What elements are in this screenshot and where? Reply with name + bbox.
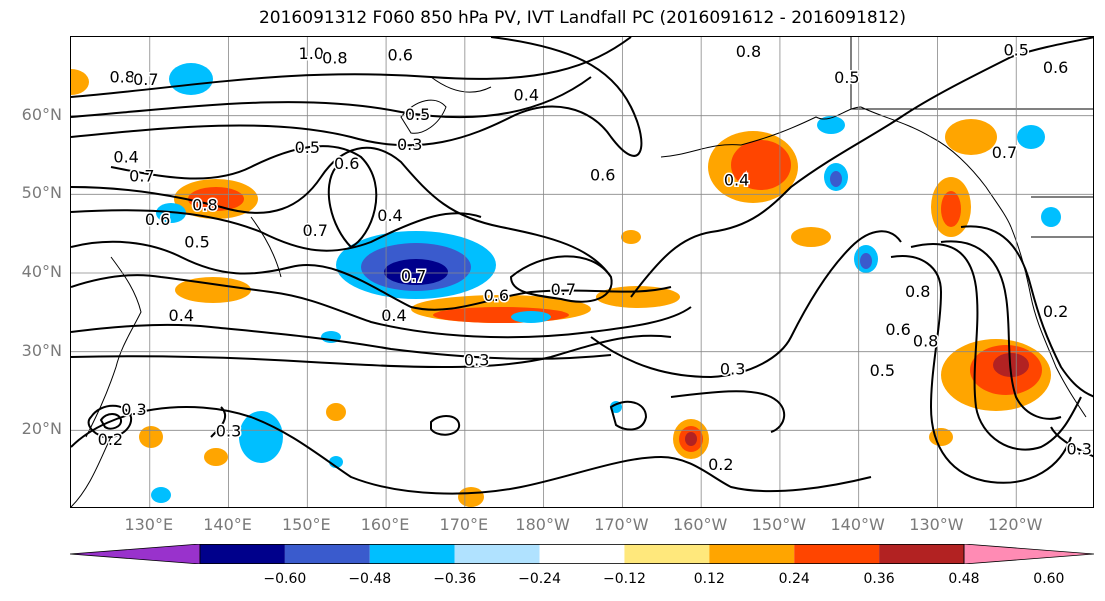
contour-label: 0.7 [302, 221, 327, 240]
contour-label: 0.7 [401, 266, 426, 285]
contour-label: 0.3 [397, 135, 422, 154]
contour-label: 0.3 [121, 400, 146, 419]
colorbar-segment [539, 544, 625, 564]
contour-label: 0.3 [216, 421, 241, 440]
contour-label: 0.3 [1067, 440, 1092, 459]
colorbar-tick-label: −0.48 [348, 571, 392, 587]
colorbar-segment [709, 544, 795, 564]
coastlines-layer [71, 37, 1093, 507]
longitude-label: 140°W [830, 515, 885, 534]
contour-label: 0.7 [129, 167, 154, 186]
contour-label: 0.5 [295, 138, 320, 157]
contour-label: 0.2 [98, 430, 123, 449]
contour-label: 0.7 [551, 280, 576, 299]
colorbar-tick-label: 0.36 [863, 571, 895, 587]
contour-label: 0.4 [381, 306, 406, 325]
longitude-label: 130°E [124, 515, 174, 534]
contour-label: 0.3 [720, 359, 745, 378]
contour-label: 0.6 [145, 210, 170, 229]
contour-label: 0.4 [724, 170, 749, 189]
contour-label: 0.8 [905, 282, 930, 301]
colorbar-tick-label: −0.12 [602, 571, 646, 587]
colorbar-tick-label: 0.12 [693, 571, 725, 587]
contour-label: 0.4 [113, 148, 138, 167]
latitude-label: 40°N [21, 262, 62, 281]
longitude-label: 160°E [360, 515, 410, 534]
contour-label: 0.4 [169, 306, 194, 325]
colorbar-tick-label: −0.36 [433, 571, 477, 587]
longitude-label: 180°W [515, 515, 570, 534]
colorbar-extend-low [70, 544, 201, 564]
map-title: 2016091312 F060 850 hPa PV, IVT Landfall… [258, 8, 906, 28]
contour-label: 0.6 [885, 320, 910, 339]
colorbar [70, 544, 1094, 564]
contour-label: 0.4 [514, 86, 539, 105]
contour-label: 0.7 [133, 70, 158, 89]
colorbar-segment [369, 544, 455, 564]
latitude-label: 60°N [21, 104, 62, 124]
colorbar-segment [284, 544, 370, 564]
contour-label: 0.8 [109, 67, 134, 86]
contour-label: 0.4 [377, 206, 402, 225]
contour-label: 1.0 [299, 44, 324, 63]
pv-contours-layer [71, 37, 1093, 495]
contour-label: 0.6 [484, 286, 509, 305]
contour-label: 0.5 [184, 233, 209, 252]
latitude-label: 20°N [21, 419, 62, 439]
colorbar-extend-high [963, 544, 1094, 564]
longitude-label: 140°E [203, 515, 252, 534]
contour-label: 0.7 [992, 143, 1017, 162]
contour-label: 0.8 [913, 332, 938, 351]
contour-label: 0.6 [388, 45, 413, 64]
colorbar-tick-label: −0.24 [518, 571, 561, 587]
map-canvas: 1.00.8 0.60.80.70.8 0.50.60.50.40.50.30.50… [71, 37, 1093, 507]
contour-label: 0.2 [1043, 302, 1068, 321]
colorbar-segment [454, 544, 540, 564]
colorbar-tick-label: −0.60 [263, 571, 307, 587]
contour-label: 0.8 [192, 196, 217, 215]
contour-label: 0.8 [322, 49, 347, 68]
contour-label: 0.6 [1043, 58, 1068, 77]
longitude-label: 130°W [909, 515, 964, 534]
contour-labels-layer: 1.00.8 0.60.80.70.8 0.50.60.50.40.50.30.50… [96, 39, 1093, 476]
longitude-label: 170°E [439, 515, 489, 534]
colorbar-segment [200, 544, 285, 564]
colorbar-tick-label: 0.24 [778, 571, 810, 587]
contour-label: 0.6 [334, 154, 359, 173]
contour-label: 0.5 [870, 361, 895, 380]
longitude-label: 150°E [281, 515, 331, 534]
colorbar-segment [624, 544, 710, 564]
longitude-label: 160°W [672, 515, 728, 534]
map-panel[interactable]: 1.0 0.8 0.6 0.8 0.7 0.8 0.5 0.6 0.5 0.4 0.5 0.3 0.5 0… [70, 36, 1094, 508]
contour-label: 0.5 [405, 105, 430, 124]
contour-label: 0.8 [736, 42, 761, 61]
latitude-label: 30°N [21, 340, 62, 360]
colorbar-segment [794, 544, 880, 564]
colorbar-tick-label: 0.48 [948, 571, 980, 587]
longitude-label: 150°W [751, 515, 807, 534]
longitude-label: 170°W [594, 515, 649, 534]
contour-label: 0.3 [464, 351, 489, 370]
latitude-label: 50°N [21, 183, 62, 203]
contour-label: 0.5 [1004, 41, 1029, 60]
colorbar-outline [199, 544, 965, 564]
longitude-label: 120°W [988, 515, 1043, 534]
colorbar-segment [879, 544, 964, 564]
colorbar-tick-label: 0.60 [1033, 571, 1065, 587]
very-strong-negative-pv-region [384, 259, 448, 285]
contour-label: 0.5 [834, 68, 859, 87]
contour-label: 0.2 [708, 455, 733, 474]
contour-label: 0.6 [590, 166, 615, 185]
